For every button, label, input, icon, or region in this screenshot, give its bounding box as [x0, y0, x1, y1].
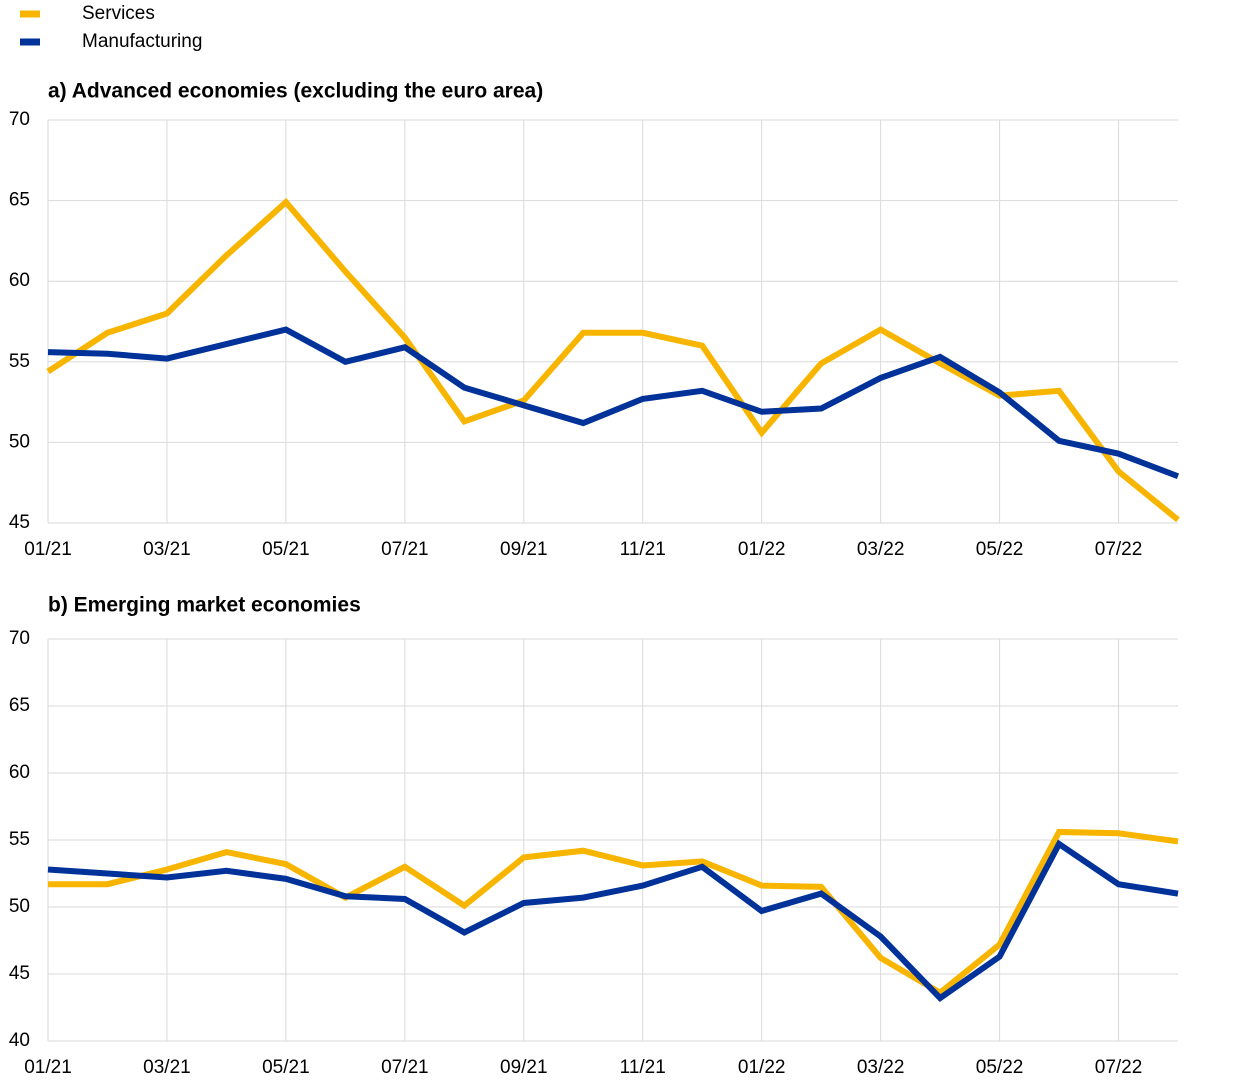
x-tick-label: 03/21: [143, 539, 191, 560]
x-tick-label: 07/21: [381, 539, 429, 560]
series-line: [46, 197, 1180, 523]
x-tick-label: 05/22: [976, 1057, 1024, 1078]
x-tick-label: 09/21: [500, 1057, 548, 1078]
x-tick-label: 11/21: [620, 1057, 666, 1078]
y-tick-label: 40: [9, 1030, 30, 1051]
x-tick-label: 07/21: [381, 1057, 429, 1078]
y-tick-label: 50: [9, 896, 30, 917]
x-tick-label: 05/21: [262, 1057, 310, 1078]
x-tick-label: 01/22: [738, 539, 786, 560]
x-tick-label: 03/21: [143, 1057, 191, 1078]
legend-label: Manufacturing: [82, 31, 202, 52]
series-line: [48, 828, 1179, 997]
y-tick-label: 65: [9, 695, 30, 716]
x-tick-label: 05/22: [976, 539, 1024, 560]
y-tick-label: 70: [9, 628, 30, 649]
y-tick-label: 55: [9, 351, 30, 372]
x-tick-label: 07/22: [1095, 1057, 1143, 1078]
series-line: [47, 326, 1180, 480]
x-tick-label: 05/21: [262, 539, 310, 560]
x-tick-label: 01/21: [24, 539, 72, 560]
x-tick-label: 07/22: [1095, 539, 1143, 560]
legend-label: Services: [82, 3, 155, 24]
y-tick-label: 55: [9, 829, 30, 850]
chart-title: b) Emerging market economies: [48, 594, 361, 617]
series-line: [47, 839, 1179, 1003]
y-tick-label: 70: [9, 109, 30, 130]
y-tick-label: 50: [9, 431, 30, 452]
x-tick-label: 01/22: [738, 1057, 786, 1078]
x-tick-label: 11/21: [620, 539, 666, 560]
x-tick-label: 03/22: [857, 1057, 905, 1078]
x-tick-label: 01/21: [24, 1057, 72, 1078]
y-tick-label: 45: [9, 963, 30, 984]
y-tick-label: 60: [9, 270, 30, 291]
chart-title: a) Advanced economies (excluding the eur…: [48, 80, 543, 103]
y-tick-label: 45: [9, 512, 30, 533]
x-tick-label: 09/21: [500, 539, 548, 560]
y-tick-label: 65: [9, 190, 30, 211]
x-tick-label: 03/22: [857, 539, 905, 560]
y-tick-label: 60: [9, 762, 30, 783]
